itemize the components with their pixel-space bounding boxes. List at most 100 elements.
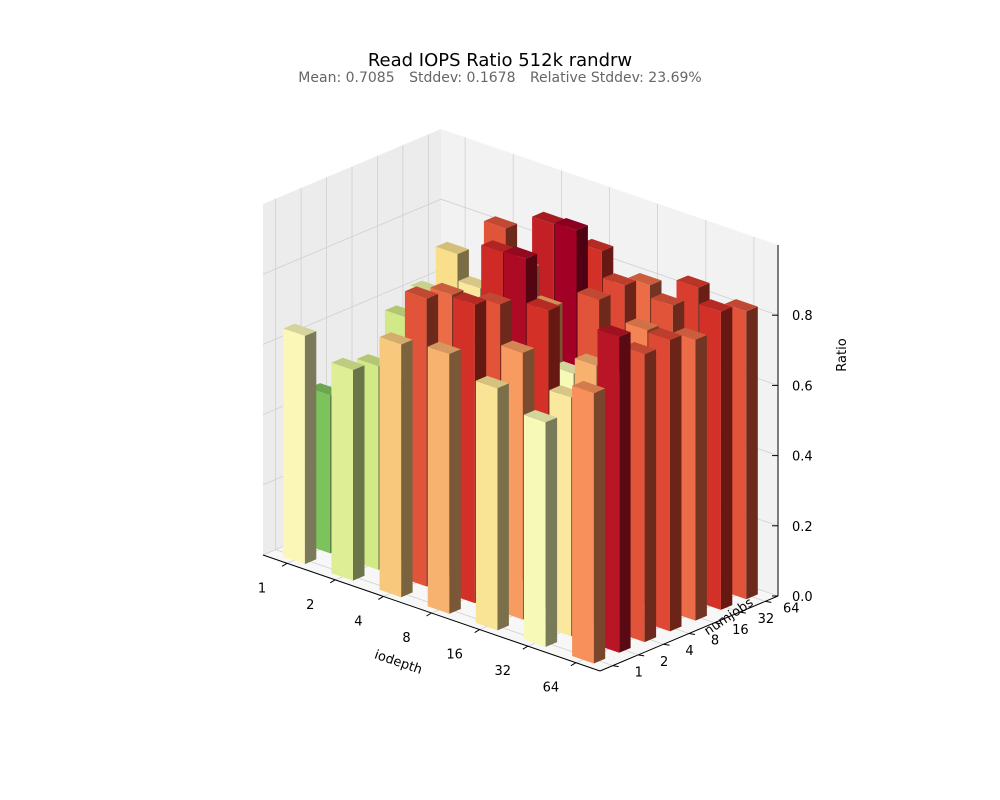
- bar: [283, 323, 317, 565]
- x-tick-label: 32: [495, 664, 512, 679]
- bar-side-face: [670, 335, 682, 632]
- z-tick-label: 0.6: [792, 379, 813, 394]
- bar-top-face: [435, 241, 469, 255]
- bar-side-face: [619, 332, 631, 653]
- chart-title: Read IOPS Ratio 512k randrw: [367, 50, 633, 71]
- z-axis-label: Ratio: [835, 338, 850, 371]
- bar-top-face: [577, 287, 611, 300]
- bar-top-face: [453, 292, 487, 305]
- bar-side-face: [545, 417, 558, 647]
- z-tick-label: 0.4: [792, 450, 813, 465]
- bar-top-face: [628, 273, 662, 286]
- y-tick: [612, 665, 619, 668]
- y-tick-label: 2: [660, 655, 668, 670]
- bar: [379, 332, 413, 598]
- y-tick-label: 4: [685, 644, 693, 659]
- x-tick: [474, 629, 480, 634]
- x-tick-label: 16: [446, 648, 463, 663]
- y-tick-label: 16: [732, 623, 749, 638]
- x-tick: [570, 662, 577, 667]
- bar-front-face: [427, 346, 450, 614]
- x-tick-label: 64: [543, 681, 560, 696]
- mean-stat: Mean: 0.7085: [298, 70, 395, 86]
- bar-top-face: [475, 375, 509, 389]
- bar-top-face: [503, 246, 538, 259]
- bar-front-face: [331, 362, 353, 581]
- bar-side-face: [449, 349, 461, 614]
- y-tick-label: 8: [711, 634, 719, 649]
- bar-top-face: [572, 380, 606, 394]
- y-tick-label: 64: [783, 601, 800, 616]
- bar-top-face: [724, 299, 758, 312]
- bar-side-face: [401, 339, 413, 598]
- z-tick-label: 0.8: [792, 309, 813, 324]
- bar-top-face: [532, 211, 566, 224]
- z-tick-label: 0.2: [792, 520, 813, 535]
- y-tick: [739, 611, 746, 614]
- x-tick-label: 2: [306, 598, 314, 613]
- bar-top-face: [625, 318, 659, 331]
- bar-front-face: [283, 328, 305, 565]
- x-tick: [329, 579, 336, 584]
- bar-top-face: [483, 216, 518, 229]
- bar-top-face: [526, 298, 560, 311]
- bar-top-face: [651, 293, 685, 306]
- bar-top-face: [648, 327, 682, 340]
- bar: [475, 375, 509, 631]
- bar-side-face: [593, 388, 606, 664]
- bar-top-face: [427, 341, 461, 354]
- bar-side-face: [644, 349, 657, 643]
- bar-side-face: [304, 331, 317, 565]
- y-tick: [638, 654, 645, 657]
- bar-top-face: [554, 218, 588, 231]
- bar-top-face: [699, 299, 733, 312]
- bar-side-face: [497, 383, 509, 631]
- y-tick: [765, 600, 772, 603]
- bar: [427, 341, 461, 614]
- chart-subtitle: Mean: 0.7085 Stddev: 0.1678 Relative Std…: [0, 70, 1000, 86]
- bar-top-face: [602, 273, 637, 286]
- bar: [523, 410, 558, 647]
- x-tick-label: 1: [258, 581, 266, 596]
- bar-front-face: [379, 337, 402, 598]
- bar-top-face: [430, 282, 464, 295]
- bar-front-face: [523, 414, 546, 647]
- bar-side-face: [695, 335, 707, 621]
- x-tick-label: 4: [354, 614, 362, 629]
- bar-front-face: [572, 385, 594, 664]
- bar-top-face: [622, 342, 657, 355]
- stddev-stat: Stddev: 0.1678: [409, 70, 516, 86]
- bar-top-face: [481, 240, 515, 253]
- y-tick-label: 32: [758, 612, 775, 627]
- y-tick: [688, 633, 696, 635]
- bar-top-face: [580, 238, 614, 252]
- bar-top-face: [404, 286, 439, 299]
- bar: [331, 357, 365, 581]
- y-tick: [663, 643, 670, 646]
- relative-stddev-stat: Relative Stddev: 23.69%: [529, 70, 702, 86]
- x-tick: [378, 595, 384, 600]
- bar-top-face: [501, 340, 535, 353]
- x-tick: [281, 562, 288, 567]
- bar-top-face: [379, 332, 413, 345]
- bar-side-face: [746, 306, 758, 600]
- x-tick-label: 8: [402, 631, 410, 646]
- x-tick: [426, 612, 432, 617]
- bar-top-face: [673, 327, 707, 340]
- y-tick: [714, 622, 721, 625]
- bar-front-face: [475, 380, 498, 631]
- z-tick-label: 0.0: [792, 590, 813, 605]
- bar-top-face: [597, 324, 631, 337]
- bar-top-face: [676, 275, 710, 288]
- x-axis-label: iodepth: [372, 648, 424, 678]
- bar-top-face: [283, 323, 317, 336]
- bar-top-face: [331, 357, 365, 370]
- bar: [572, 380, 606, 664]
- bar-side-face: [353, 365, 365, 581]
- bar-side-face: [720, 306, 733, 610]
- bar-top-face: [478, 292, 512, 305]
- y-tick-label: 1: [635, 666, 643, 681]
- bar-top-face: [523, 410, 558, 423]
